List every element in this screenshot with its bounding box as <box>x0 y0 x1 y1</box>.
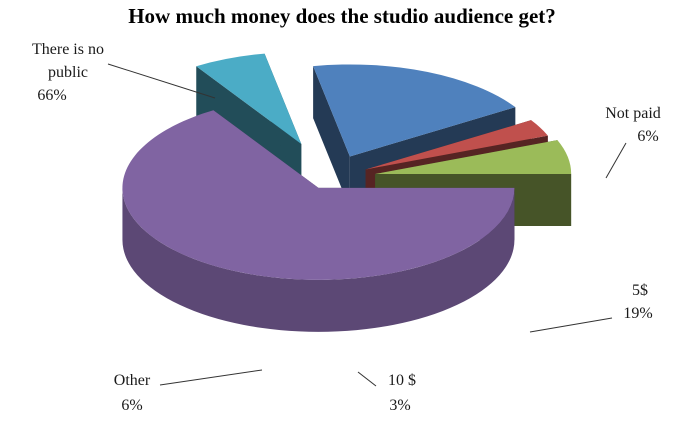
leader-line-10 <box>357 371 377 387</box>
chart-title: How much money does the studio audience … <box>128 4 556 28</box>
slice-top <box>122 110 515 280</box>
slice-percent-not-paid: 6% <box>637 128 658 145</box>
leader-lines <box>107 63 627 387</box>
slice-percent-there-is-no-public: 66% <box>37 87 66 104</box>
slice-side <box>122 187 515 332</box>
leader-line-other <box>159 369 263 386</box>
slice-label-not-paid: Not paid <box>605 105 661 122</box>
leader-line-not-paid <box>605 142 627 179</box>
slice-percent-5: 19% <box>623 305 652 322</box>
data-labels: There is no public 66% Not paid 6% 5$ 19% 10 $ 3… <box>32 41 661 414</box>
pie-slices <box>122 53 572 332</box>
leader-line-5 <box>529 317 613 333</box>
slice-label-there-is-no-public: There is no <box>32 41 104 58</box>
slice-top <box>365 120 548 170</box>
slice-top <box>313 64 516 157</box>
slice-edge <box>313 66 350 209</box>
slice-label-there-is-no-public: public <box>48 64 88 81</box>
slice-label-other: Other <box>114 372 151 389</box>
slice-label-5: 5$ <box>632 282 648 299</box>
pie-slice-there-is-no-public <box>122 110 515 332</box>
slice-top <box>375 140 572 174</box>
leader-line-there-is-no-public <box>107 63 216 99</box>
slice-percent-other: 6% <box>121 397 142 414</box>
slice-top <box>196 53 302 144</box>
slice-percent-10: 3% <box>389 397 410 414</box>
slice-label-10: 10 $ <box>388 372 416 389</box>
